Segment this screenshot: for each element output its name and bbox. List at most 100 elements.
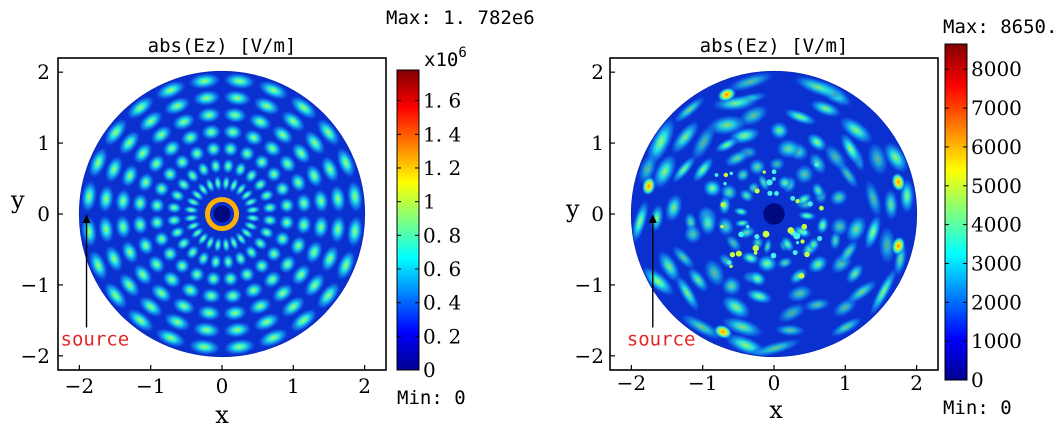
field-lobe xyxy=(190,189,205,201)
domain-boundary xyxy=(78,70,366,358)
field-lobe xyxy=(196,106,222,124)
field-lobe xyxy=(153,230,170,248)
field-lobe xyxy=(132,192,149,214)
field-lobe xyxy=(222,141,239,158)
colorbar-tick-label: 7000 xyxy=(971,96,1022,120)
field-lobe xyxy=(257,328,289,348)
y-axis-ticks-1: −2 −1 0 1 2 xyxy=(21,60,63,368)
center-hole xyxy=(763,203,785,225)
field-lobe xyxy=(238,145,256,162)
field-lobe xyxy=(303,272,326,298)
field-lobe xyxy=(196,304,222,322)
x-axis-label-1: x xyxy=(215,401,229,429)
field-lobe xyxy=(239,189,254,201)
colorbar-tick-label: 5000 xyxy=(971,174,1022,198)
field-lobe xyxy=(657,249,682,284)
field-lobe xyxy=(103,281,128,310)
field-lobe xyxy=(244,205,261,215)
field-speckle xyxy=(723,181,727,186)
colorbar-tick-label: 0 xyxy=(423,358,436,382)
field-lobe xyxy=(162,245,179,262)
field-lobe xyxy=(243,281,264,299)
x-tick-label: 0 xyxy=(768,371,781,395)
field-speckle xyxy=(729,251,736,258)
field-lobe xyxy=(253,154,270,171)
colorbar-scale-exponent-1: 6 xyxy=(458,45,466,61)
field-lobe xyxy=(756,254,778,273)
x-axis-label-2: x xyxy=(769,396,783,424)
field-lobe xyxy=(291,263,312,286)
domain-boundary xyxy=(630,70,918,358)
field-hotspot xyxy=(233,213,239,220)
field-lobe xyxy=(97,184,115,214)
field-lobe xyxy=(839,132,862,166)
field-lobe xyxy=(312,188,330,214)
field-lobe xyxy=(234,161,247,178)
field-speckle xyxy=(787,227,795,234)
field-lobe xyxy=(271,124,294,145)
field-lobe xyxy=(229,177,239,193)
field-lobe xyxy=(757,173,770,192)
x-tick-label: −2 xyxy=(65,374,94,398)
source-annotation-1: source xyxy=(61,214,129,350)
field-lobe xyxy=(166,201,183,214)
field-lobe xyxy=(265,245,282,262)
colorbar-tick-label: 1000 xyxy=(971,329,1022,353)
colorbar-tick-label: 8000 xyxy=(971,57,1022,81)
field-lobe xyxy=(261,201,278,214)
field-lobe xyxy=(829,316,863,338)
field-lobe xyxy=(183,205,200,215)
x-tick-label: −1 xyxy=(136,374,165,398)
field-speckle xyxy=(802,230,807,235)
field-lobe xyxy=(807,254,829,274)
colorbar-max-label-1: Max: 1. 782e6 xyxy=(386,7,535,29)
field-lobe xyxy=(776,256,794,269)
field-lobe xyxy=(163,96,192,116)
field-lobe xyxy=(248,297,273,315)
heatmap-panel-2: abs(Ez) [V/m] Max: 8650. −2 −1 0 1 2 −2 −1 0 1 2… xyxy=(565,16,1057,424)
field-lobe xyxy=(714,136,740,153)
field-lobe xyxy=(748,270,767,287)
colorbar-tick-label: 2000 xyxy=(971,290,1022,314)
field-lobe xyxy=(222,287,244,304)
field-lobe xyxy=(150,124,173,145)
field-lobe xyxy=(868,266,898,318)
field-lobe xyxy=(238,266,256,283)
field-lobe xyxy=(235,231,247,246)
field-lobe xyxy=(795,192,813,207)
colorbar-tick-label: 6000 xyxy=(971,135,1022,159)
field-lobe xyxy=(126,308,155,333)
field-lobe xyxy=(845,279,878,305)
field-lobe xyxy=(187,338,222,356)
field-speckle xyxy=(735,250,742,257)
field-lobe xyxy=(205,177,215,193)
y-tick-label: −1 xyxy=(21,273,50,297)
field-lobe xyxy=(257,80,289,100)
field-lobe xyxy=(235,182,247,197)
field-lobe xyxy=(794,164,815,185)
field-speckle xyxy=(762,230,770,238)
field-lobe xyxy=(723,149,751,168)
field-lobe xyxy=(192,89,222,107)
field-lobe xyxy=(138,295,164,318)
field-lobe xyxy=(147,254,166,274)
field-speckle xyxy=(792,250,798,256)
colorbar-tick-label: 4000 xyxy=(971,213,1022,237)
field-lobe xyxy=(253,257,270,274)
field-lobe xyxy=(816,216,830,235)
field-lobe xyxy=(671,154,697,184)
field-lobe xyxy=(221,175,231,192)
field-speckle xyxy=(754,234,760,240)
field-lobe xyxy=(777,175,792,190)
field-speckle xyxy=(800,239,805,244)
field-lobe xyxy=(252,312,281,332)
field-lobe xyxy=(278,197,295,214)
field-lobe xyxy=(316,281,341,310)
y-tick-label: 2 xyxy=(37,60,50,84)
colorbar-ticks-2: 0 1000 2000 3000 4000 5000 6000 7000 8000 xyxy=(945,57,1022,392)
field-hotspot xyxy=(641,176,656,196)
field-speckle xyxy=(771,176,776,181)
field-lobe xyxy=(797,211,817,221)
field-lobe xyxy=(720,294,752,320)
field-speckle xyxy=(753,251,758,255)
